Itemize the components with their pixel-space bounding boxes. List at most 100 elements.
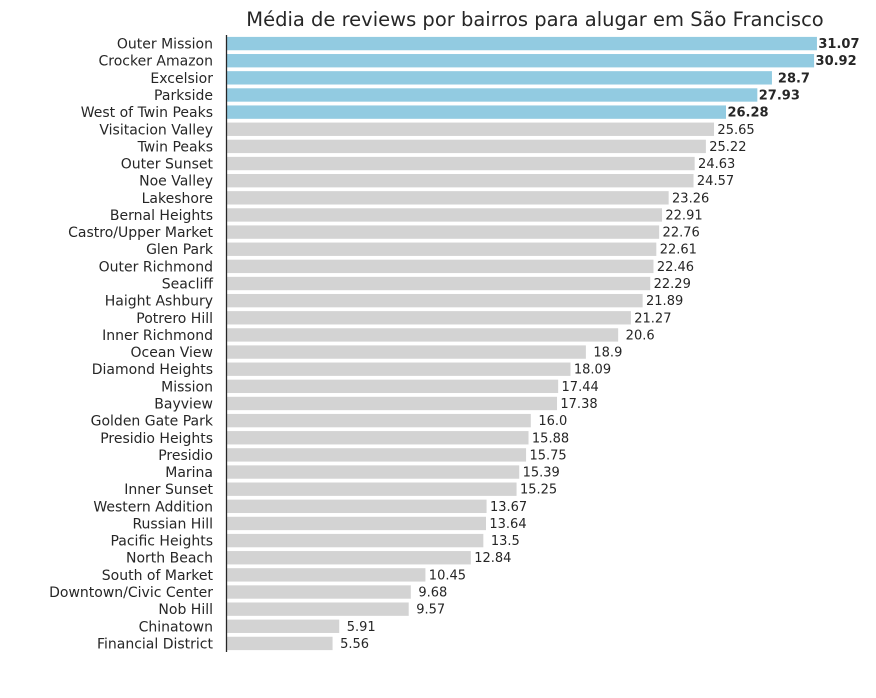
category-label: Parkside bbox=[154, 88, 213, 104]
value-label: 9.68 bbox=[418, 586, 447, 601]
category-label: Potrero Hill bbox=[136, 311, 213, 327]
bar-parkside bbox=[227, 88, 758, 102]
category-label: Bernal Heights bbox=[110, 208, 213, 224]
value-label: 23.26 bbox=[672, 191, 709, 206]
value-label: 15.88 bbox=[532, 431, 569, 446]
value-label: 22.91 bbox=[665, 208, 702, 223]
bar-crocker-amazon bbox=[227, 54, 815, 68]
category-label: Seacliff bbox=[162, 277, 214, 293]
bar-glen-park bbox=[227, 242, 657, 256]
value-label: 24.57 bbox=[697, 174, 734, 189]
category-label: Russian Hill bbox=[132, 516, 213, 532]
category-label: Downtown/Civic Center bbox=[49, 585, 213, 601]
bars-group bbox=[227, 36, 817, 651]
value-label: 28.7 bbox=[778, 71, 810, 86]
category-label: North Beach bbox=[126, 551, 213, 567]
category-label: Bayview bbox=[154, 396, 213, 412]
category-label: Haight Ashbury bbox=[105, 294, 213, 310]
value-label: 26.28 bbox=[727, 106, 768, 121]
category-label: Diamond Heights bbox=[92, 362, 213, 378]
value-label: 30.92 bbox=[816, 54, 857, 69]
bar-pacific-heights bbox=[227, 533, 484, 548]
value-label: 20.6 bbox=[626, 328, 655, 343]
category-label: Twin Peaks bbox=[137, 139, 213, 155]
category-label: Golden Gate Park bbox=[91, 414, 214, 430]
value-label: 9.57 bbox=[416, 603, 445, 618]
value-label: 25.65 bbox=[717, 123, 754, 138]
value-label: 22.29 bbox=[654, 277, 691, 292]
value-label: 25.22 bbox=[709, 140, 746, 155]
bar-seacliff bbox=[227, 276, 651, 291]
bar-twin-peaks bbox=[227, 139, 706, 154]
bar-excelsior bbox=[227, 71, 772, 85]
bar-haight-ashbury bbox=[227, 293, 643, 308]
value-label: 5.91 bbox=[347, 620, 376, 635]
category-label: Presidio Heights bbox=[100, 431, 213, 447]
category-label: Castro/Upper Market bbox=[68, 225, 213, 241]
value-labels: 31.07 30.92 28.7 27.93 26.28 25.65 25.22 24.63 2… bbox=[340, 37, 859, 652]
category-label: Lakeshore bbox=[142, 191, 213, 207]
bar-presidio bbox=[227, 448, 527, 462]
category-label: Western Addition bbox=[93, 499, 213, 515]
category-label: Ocean View bbox=[131, 345, 213, 361]
bar-noe-valley bbox=[227, 174, 694, 188]
bar-bayview bbox=[227, 396, 558, 411]
bar-nob-hill bbox=[227, 602, 409, 616]
value-label: 16.0 bbox=[538, 414, 567, 429]
category-label: Inner Richmond bbox=[102, 328, 213, 344]
value-label: 13.67 bbox=[490, 500, 527, 515]
category-label: West of Twin Peaks bbox=[81, 105, 213, 121]
bar-russian-hill bbox=[227, 516, 486, 531]
category-label: Outer Mission bbox=[117, 37, 213, 53]
value-label: 15.75 bbox=[529, 448, 566, 463]
value-label: 21.27 bbox=[634, 311, 671, 326]
value-label: 15.39 bbox=[523, 466, 560, 481]
category-label: Chinatown bbox=[139, 619, 213, 635]
chart-title: Média de reviews por bairros para alugar… bbox=[246, 8, 824, 31]
value-label: 22.76 bbox=[663, 226, 700, 241]
value-label: 13.64 bbox=[489, 517, 526, 532]
category-label: Outer Sunset bbox=[121, 157, 214, 173]
bar-bernal-heights bbox=[227, 208, 663, 222]
bar-chinatown bbox=[227, 619, 340, 633]
bar-potrero-hill bbox=[227, 311, 631, 325]
value-label: 10.45 bbox=[429, 568, 466, 583]
value-label: 17.38 bbox=[560, 397, 597, 412]
bar-north-beach bbox=[227, 551, 471, 565]
bar-diamond-heights bbox=[227, 362, 571, 376]
bar-ocean-view bbox=[227, 345, 586, 359]
category-label: Visitacion Valley bbox=[99, 122, 213, 138]
value-label: 5.56 bbox=[340, 637, 369, 652]
category-label: Crocker Amazon bbox=[99, 54, 214, 70]
bar-presidio-heights bbox=[227, 431, 529, 445]
bar-downtown-civic-center bbox=[227, 585, 411, 599]
bar-outer-richmond bbox=[227, 259, 654, 274]
category-label: Presidio bbox=[158, 448, 213, 464]
value-label: 18.09 bbox=[574, 363, 611, 378]
category-label: Outer Richmond bbox=[99, 259, 213, 275]
value-label: 13.5 bbox=[491, 534, 520, 549]
bar-west-of-twin-peaks bbox=[227, 105, 726, 119]
bar-financial-district bbox=[227, 636, 333, 651]
bar-marina bbox=[227, 465, 520, 479]
category-label: Pacific Heights bbox=[110, 534, 213, 550]
bar-south-of-market bbox=[227, 568, 426, 582]
category-label: Glen Park bbox=[146, 242, 214, 258]
bar-lakeshore bbox=[227, 191, 669, 205]
category-label: Nob Hill bbox=[158, 602, 213, 618]
value-label: 31.07 bbox=[818, 37, 859, 52]
category-label: South of Market bbox=[102, 568, 214, 584]
value-label: 17.44 bbox=[562, 380, 599, 395]
category-label: Mission bbox=[161, 379, 213, 395]
value-label: 27.93 bbox=[759, 88, 800, 103]
value-label: 15.25 bbox=[520, 483, 557, 498]
bar-inner-richmond bbox=[227, 328, 619, 342]
bar-inner-sunset bbox=[227, 482, 517, 496]
category-label: Marina bbox=[165, 465, 213, 481]
value-label: 21.89 bbox=[646, 294, 683, 309]
category-label: Financial District bbox=[97, 636, 214, 652]
bar-western-addition bbox=[227, 499, 487, 514]
value-label: 12.84 bbox=[474, 551, 511, 566]
